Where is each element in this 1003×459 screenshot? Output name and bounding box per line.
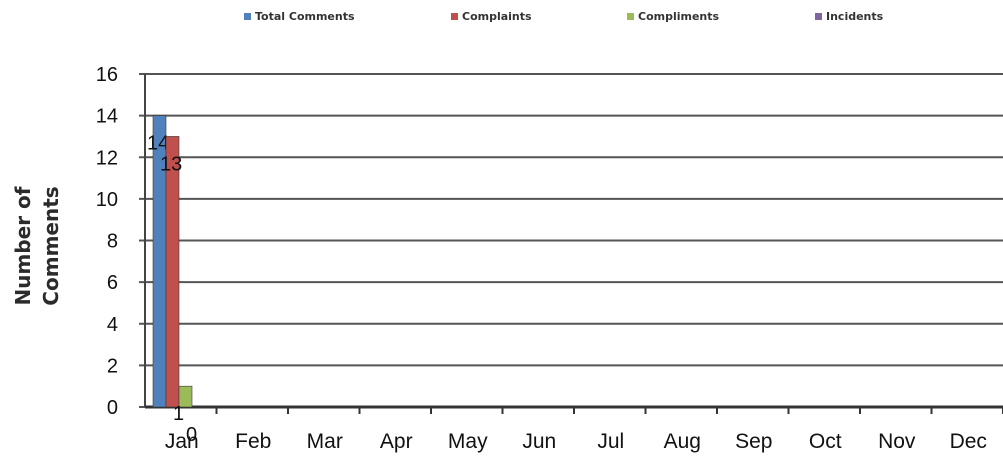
x-tick-label: Aug	[664, 430, 701, 453]
x-tick-label: Oct	[809, 430, 842, 453]
x-tick-label: Sep	[735, 430, 772, 453]
legend-label-incidents: Incidents	[826, 9, 884, 23]
y-axis-label: Number of Comments	[11, 186, 63, 306]
legend-item-incidents: Incidents	[815, 9, 883, 23]
x-tick-label: Jun	[522, 430, 556, 453]
bar-complaints	[165, 136, 180, 408]
data-label: 14	[147, 133, 169, 155]
legend-item-total-comments: Total Comments	[244, 9, 355, 23]
x-tick-label: May	[448, 430, 488, 453]
legend-item-compliments: Compliments	[627, 9, 719, 23]
data-label: 13	[160, 153, 182, 175]
x-tick-label: Mar	[307, 430, 343, 453]
x-tick-label: Nov	[878, 430, 916, 453]
legend-label-total-comments: Total Comments	[255, 9, 355, 23]
y-tick-label: 10	[96, 189, 118, 211]
y-tick-label: 4	[107, 314, 118, 336]
x-tick-label: Apr	[380, 430, 413, 453]
legend-item-complaints: Complaints	[451, 9, 532, 23]
y-tick-label: 6	[107, 272, 118, 294]
bar-compliments	[178, 385, 193, 408]
x-tick-label: Jan	[165, 430, 199, 453]
legend-label-compliments: Compliments	[638, 9, 720, 23]
legend-swatch-complaints	[451, 12, 458, 20]
legend-swatch-compliments	[627, 12, 634, 20]
legend-swatch-incidents	[815, 12, 822, 20]
y-tick-label: 0	[107, 397, 118, 419]
x-tick-label: Jul	[597, 430, 624, 453]
y-tick-label: 12	[96, 147, 118, 169]
x-tick-label: Dec	[950, 430, 987, 453]
y-tick-label: 14	[96, 106, 118, 128]
y-tick-label: 16	[96, 64, 118, 86]
y-tick-label: 8	[107, 231, 118, 253]
x-tick-label: Feb	[235, 430, 271, 453]
legend-swatch-total-comments	[244, 12, 251, 20]
legend-label-complaints: Complaints	[462, 9, 532, 23]
data-label: 1	[173, 403, 184, 425]
y-tick-label: 2	[107, 355, 118, 377]
data-label: 0	[186, 424, 197, 446]
